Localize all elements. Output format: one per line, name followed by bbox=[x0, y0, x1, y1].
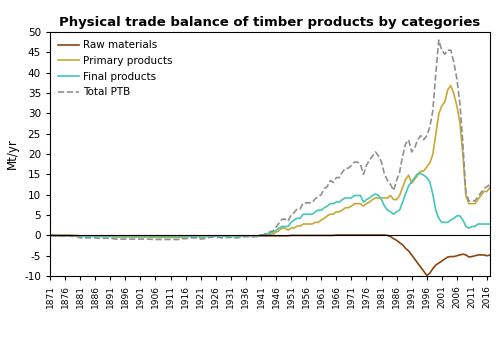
Final products bbox=[192, 234, 198, 238]
Title: Physical trade balance of timber products by categories: Physical trade balance of timber product… bbox=[60, 16, 480, 29]
Total PTB bbox=[436, 38, 442, 42]
Line: Primary products: Primary products bbox=[50, 86, 490, 238]
Raw materials bbox=[394, 238, 400, 242]
Primary products bbox=[396, 193, 402, 198]
Final products bbox=[396, 208, 402, 212]
Primary products bbox=[390, 198, 396, 202]
Raw materials bbox=[188, 234, 194, 238]
Final products bbox=[47, 233, 53, 238]
Raw materials bbox=[424, 273, 430, 278]
Final products bbox=[168, 234, 173, 238]
Total PTB bbox=[150, 238, 156, 242]
Primary products bbox=[47, 233, 53, 238]
Line: Raw materials: Raw materials bbox=[50, 235, 490, 275]
Raw materials bbox=[164, 234, 170, 238]
Primary products bbox=[192, 234, 198, 239]
Line: Final products: Final products bbox=[50, 173, 490, 236]
Primary products bbox=[487, 185, 493, 189]
Primary products bbox=[150, 235, 156, 240]
Total PTB bbox=[168, 238, 173, 242]
Final products bbox=[390, 212, 396, 216]
Final products bbox=[354, 193, 360, 198]
Line: Total PTB: Total PTB bbox=[50, 40, 490, 240]
Total PTB bbox=[47, 234, 53, 238]
Total PTB bbox=[354, 160, 360, 164]
Raw materials bbox=[487, 253, 493, 257]
Primary products bbox=[291, 226, 297, 230]
Y-axis label: Mt/yr: Mt/yr bbox=[6, 138, 18, 170]
Total PTB bbox=[487, 182, 493, 187]
Total PTB bbox=[192, 236, 198, 240]
Total PTB bbox=[390, 188, 396, 193]
Final products bbox=[77, 234, 83, 238]
Final products bbox=[414, 171, 420, 176]
Primary products bbox=[448, 84, 454, 88]
Final products bbox=[291, 218, 297, 222]
Total PTB bbox=[291, 211, 297, 215]
Total PTB bbox=[396, 170, 402, 175]
Raw materials bbox=[288, 233, 294, 238]
Final products bbox=[487, 222, 493, 226]
Legend: Raw materials, Primary products, Final products, Total PTB: Raw materials, Primary products, Final p… bbox=[55, 37, 176, 101]
Primary products bbox=[168, 235, 173, 240]
Primary products bbox=[354, 201, 360, 206]
Raw materials bbox=[47, 233, 53, 237]
Raw materials bbox=[352, 233, 358, 237]
Raw materials bbox=[388, 234, 394, 239]
